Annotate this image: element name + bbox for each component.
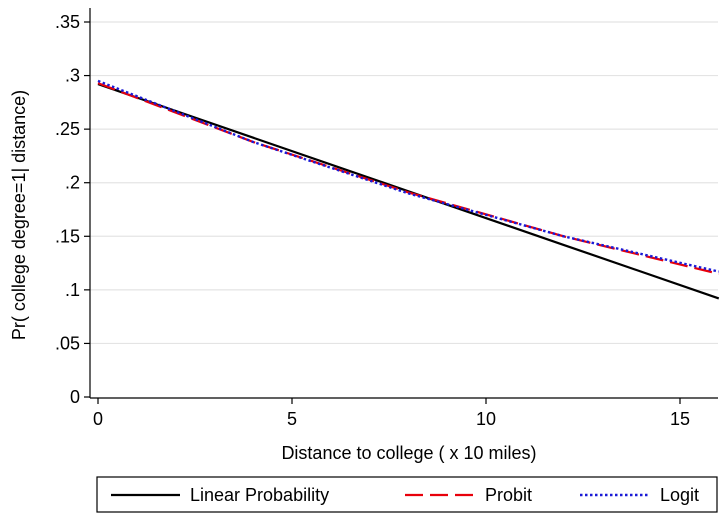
legend-label-0: Linear Probability [190, 485, 329, 505]
series-line-probit [97, 82, 720, 275]
tick-labels: 0 .05 .1 .15 .2 .25 .3 .35 0 5 10 15 [55, 12, 690, 429]
y-tick-label-2: .1 [65, 280, 80, 300]
grid-lines [90, 21, 718, 345]
series-lines [97, 79, 720, 300]
legend: Linear Probability Probit Logit [96, 476, 718, 513]
y-tick-label-0: 0 [70, 387, 80, 407]
x-tick-label-2: 10 [476, 409, 496, 429]
y-tick-label-1: .05 [55, 333, 80, 353]
x-tick-label-0: 0 [93, 409, 103, 429]
y-tick-label-6: .3 [65, 66, 80, 86]
series-line-logit [97, 79, 720, 273]
y-tick-label-4: .2 [65, 173, 80, 193]
x-tick-label-1: 5 [287, 409, 297, 429]
x-tick-label-3: 15 [670, 409, 690, 429]
y-axis-title: Pr( college degree=1| distance) [9, 90, 29, 340]
x-axis-title: Distance to college ( x 10 miles) [281, 443, 536, 463]
y-tick-label-7: .35 [55, 12, 80, 32]
y-tick-label-5: .25 [55, 119, 80, 139]
legend-label-2: Logit [660, 485, 699, 505]
axes [84, 8, 718, 404]
legend-label-1: Probit [485, 485, 532, 505]
y-tick-label-3: .15 [55, 226, 80, 246]
